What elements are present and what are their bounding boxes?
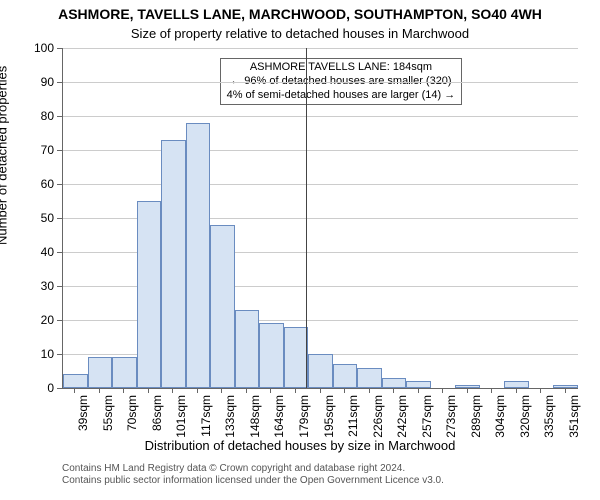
chart-title: ASHMORE, TAVELLS LANE, MARCHWOOD, SOUTHA… xyxy=(0,6,600,22)
ytick-mark xyxy=(57,354,62,355)
xtick-mark xyxy=(369,388,370,393)
xtick-mark xyxy=(491,388,492,393)
xtick-label: 55sqm xyxy=(101,395,115,445)
xtick-label: 273sqm xyxy=(444,395,458,445)
xtick-mark xyxy=(246,388,247,393)
ytick-label: 70 xyxy=(0,143,54,157)
gridline-h xyxy=(63,184,578,185)
xtick-label: 257sqm xyxy=(420,395,434,445)
xtick-mark xyxy=(221,388,222,393)
xtick-label: 70sqm xyxy=(125,395,139,445)
histogram-bar xyxy=(333,364,358,388)
chart-container: ASHMORE, TAVELLS LANE, MARCHWOOD, SOUTHA… xyxy=(0,0,600,500)
gridline-h xyxy=(63,116,578,117)
ytick-mark xyxy=(57,320,62,321)
xtick-mark xyxy=(418,388,419,393)
xtick-mark xyxy=(540,388,541,393)
gridline-h xyxy=(63,48,578,49)
xtick-label: 211sqm xyxy=(346,395,360,445)
credits-line-1: Contains HM Land Registry data © Crown c… xyxy=(62,463,600,475)
xtick-mark xyxy=(393,388,394,393)
ytick-mark xyxy=(57,116,62,117)
ytick-label: 100 xyxy=(0,41,54,55)
xtick-mark xyxy=(172,388,173,393)
histogram-bar xyxy=(63,374,88,388)
xtick-mark xyxy=(270,388,271,393)
histogram-bar xyxy=(112,357,137,388)
xtick-label: 148sqm xyxy=(248,395,262,445)
xtick-label: 242sqm xyxy=(395,395,409,445)
xtick-label: 195sqm xyxy=(322,395,336,445)
histogram-bar xyxy=(308,354,333,388)
histogram-bar xyxy=(259,323,284,388)
xtick-mark xyxy=(344,388,345,393)
histogram-bar xyxy=(210,225,235,388)
histogram-bar xyxy=(88,357,113,388)
ytick-mark xyxy=(57,286,62,287)
xtick-mark xyxy=(442,388,443,393)
ytick-label: 40 xyxy=(0,245,54,259)
ytick-label: 50 xyxy=(0,211,54,225)
xtick-label: 101sqm xyxy=(174,395,188,445)
xtick-label: 39sqm xyxy=(76,395,90,445)
xtick-label: 320sqm xyxy=(518,395,532,445)
xtick-mark xyxy=(148,388,149,393)
xtick-mark xyxy=(467,388,468,393)
xtick-mark xyxy=(197,388,198,393)
chart-subtitle: Size of property relative to detached ho… xyxy=(0,26,600,41)
ytick-mark xyxy=(57,252,62,253)
credits-line-2: Contains public sector information licen… xyxy=(62,475,600,487)
histogram-bar xyxy=(357,368,382,388)
histogram-bar xyxy=(186,123,211,388)
xtick-mark xyxy=(123,388,124,393)
histogram-bar xyxy=(406,381,431,388)
gridline-h xyxy=(63,150,578,151)
credits-block: Contains HM Land Registry data © Crown c… xyxy=(0,463,600,487)
xtick-label: 117sqm xyxy=(199,395,213,445)
ytick-mark xyxy=(57,184,62,185)
ytick-label: 20 xyxy=(0,313,54,327)
xtick-mark xyxy=(74,388,75,393)
histogram-bar xyxy=(161,140,186,388)
xtick-label: 133sqm xyxy=(223,395,237,445)
xtick-label: 289sqm xyxy=(469,395,483,445)
xtick-mark xyxy=(320,388,321,393)
histogram-bar xyxy=(284,327,309,388)
xtick-label: 164sqm xyxy=(272,395,286,445)
xtick-label: 335sqm xyxy=(542,395,556,445)
ytick-mark xyxy=(57,82,62,83)
ytick-label: 90 xyxy=(0,75,54,89)
xtick-mark xyxy=(99,388,100,393)
xtick-mark xyxy=(295,388,296,393)
gridline-h xyxy=(63,82,578,83)
xtick-label: 304sqm xyxy=(493,395,507,445)
ytick-mark xyxy=(57,150,62,151)
histogram-bar xyxy=(137,201,162,388)
ytick-label: 30 xyxy=(0,279,54,293)
xtick-label: 86sqm xyxy=(150,395,164,445)
reference-vline xyxy=(306,48,307,388)
ytick-label: 0 xyxy=(0,381,54,395)
ytick-mark xyxy=(57,388,62,389)
xtick-label: 179sqm xyxy=(297,395,311,445)
annotation-line-1: ASHMORE TAVELLS LANE: 184sqm xyxy=(227,61,456,75)
xtick-label: 226sqm xyxy=(371,395,385,445)
histogram-bar xyxy=(382,378,407,388)
ytick-label: 80 xyxy=(0,109,54,123)
xtick-mark xyxy=(565,388,566,393)
ytick-label: 10 xyxy=(0,347,54,361)
ytick-mark xyxy=(57,48,62,49)
histogram-bar xyxy=(504,381,529,388)
plot-area: ASHMORE TAVELLS LANE: 184sqm ← 96% of de… xyxy=(62,48,578,389)
ytick-mark xyxy=(57,218,62,219)
annotation-line-3: 4% of semi-detached houses are larger (1… xyxy=(227,89,456,103)
ytick-label: 60 xyxy=(0,177,54,191)
histogram-bar xyxy=(235,310,260,388)
xtick-label: 351sqm xyxy=(567,395,581,445)
xtick-mark xyxy=(516,388,517,393)
